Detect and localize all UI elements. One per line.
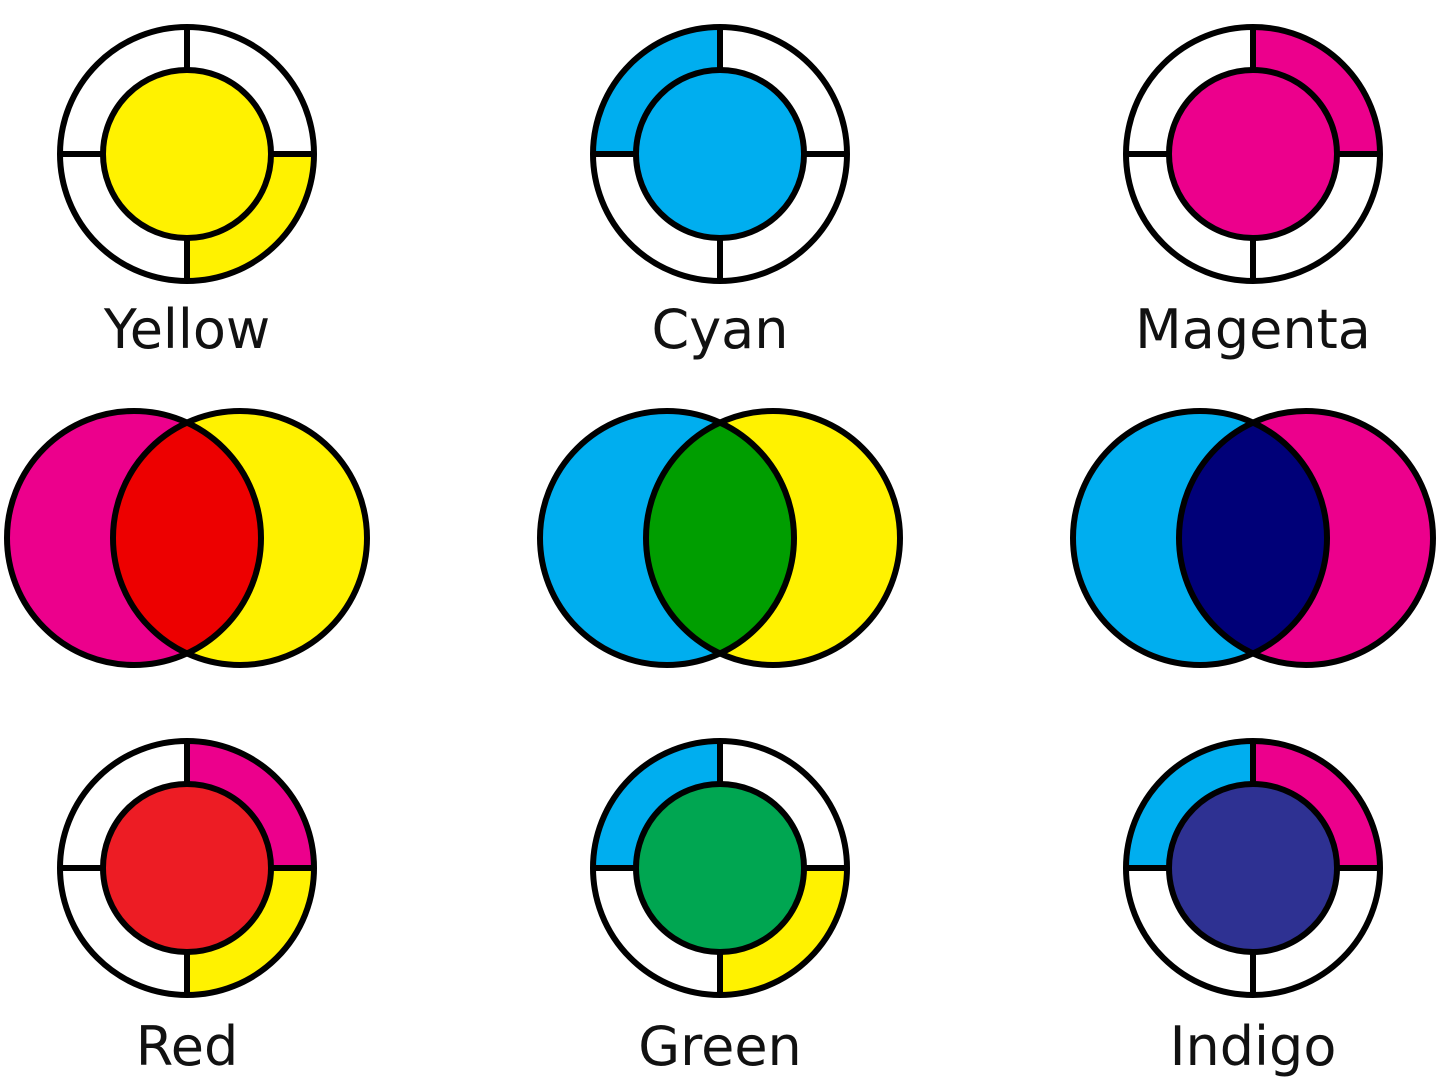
core-circle	[633, 781, 807, 955]
mix-cyan-magenta	[1070, 408, 1436, 668]
core-circle	[100, 67, 274, 241]
wheel-magenta	[1123, 24, 1383, 284]
overlap-lens	[646, 422, 794, 654]
quadrant-bottom-left	[593, 868, 720, 995]
outer-ring	[57, 24, 317, 284]
quadrant-top-right	[187, 741, 314, 868]
label-green: Green	[638, 1015, 802, 1078]
outer-ring	[590, 24, 850, 284]
outer-ring	[1123, 24, 1383, 284]
wheel-green	[590, 738, 850, 998]
quadrant-top-right	[720, 741, 847, 868]
quadrant-top-left	[60, 741, 187, 868]
quadrant-bottom-right	[720, 868, 847, 995]
quadrant-bottom-right	[720, 154, 847, 281]
overlap-lens	[113, 422, 261, 654]
outline-right	[110, 408, 370, 668]
outline-right	[1176, 408, 1436, 668]
quadrant-bottom-left	[1126, 154, 1253, 281]
quadrant-bottom-left	[593, 154, 720, 281]
outline-left	[1070, 408, 1330, 668]
outline-left	[4, 408, 264, 668]
quadrant-bottom-left	[60, 154, 187, 281]
core-circle	[1166, 781, 1340, 955]
outer-ring	[57, 738, 317, 998]
quadrant-top-right	[720, 27, 847, 154]
quadrant-top-left	[593, 741, 720, 868]
quadrant-top-right	[1253, 27, 1380, 154]
overlap-lens	[1179, 422, 1327, 654]
quadrant-bottom-left	[60, 868, 187, 995]
outline-right	[643, 408, 903, 668]
outer-ring	[590, 738, 850, 998]
outer-ring	[1123, 738, 1383, 998]
wheel-yellow	[57, 24, 317, 284]
core-circle	[100, 781, 274, 955]
core-circle	[633, 67, 807, 241]
quadrant-top-right	[187, 27, 314, 154]
label-cyan: Cyan	[652, 298, 789, 361]
quadrant-top-left	[1126, 27, 1253, 154]
quadrant-top-left	[60, 27, 187, 154]
label-yellow: Yellow	[103, 298, 270, 361]
label-magenta: Magenta	[1135, 298, 1371, 361]
mix-cyan-yellow	[537, 408, 903, 668]
wheel-indigo	[1123, 738, 1383, 998]
quadrant-bottom-left	[1126, 868, 1253, 995]
quadrant-bottom-right	[187, 154, 314, 281]
label-red: Red	[136, 1015, 239, 1078]
wheel-red	[57, 738, 317, 998]
outline-left	[537, 408, 797, 668]
wheel-cyan	[590, 24, 850, 284]
quadrant-bottom-right	[1253, 868, 1380, 995]
quadrant-bottom-right	[187, 868, 314, 995]
quadrant-bottom-right	[1253, 154, 1380, 281]
quadrant-top-left	[1126, 741, 1253, 868]
quadrant-top-left	[593, 27, 720, 154]
label-indigo: Indigo	[1170, 1015, 1337, 1078]
mix-magenta-yellow	[4, 408, 370, 668]
quadrant-top-right	[1253, 741, 1380, 868]
core-circle	[1166, 67, 1340, 241]
